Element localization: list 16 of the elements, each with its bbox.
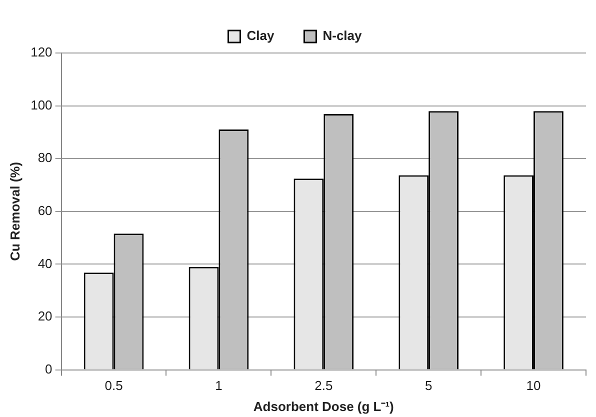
legend-label: N-clay <box>322 28 363 44</box>
y-axis-title: Cu Removal (%) <box>7 162 22 261</box>
y-tick-label: 0 <box>45 361 52 376</box>
y-tick-label: 80 <box>38 150 52 166</box>
x-tick-label: 2.5 <box>314 378 333 394</box>
y-tick-label: 20 <box>38 308 52 324</box>
y-tick-label: 60 <box>38 202 52 218</box>
y-tick-label: 100 <box>30 97 52 112</box>
x-axis-title: Adsorbent Dose (g L⁻¹) <box>253 398 394 414</box>
x-tick-label: 10 <box>526 378 541 394</box>
x-tick-label: 5 <box>424 378 432 394</box>
x-tick-label: 1 <box>215 378 222 394</box>
legend-label: Clay <box>246 28 275 44</box>
y-tick-label: 40 <box>38 256 52 271</box>
y-tick-label: 120 <box>30 44 52 60</box>
x-tick-label: 0.5 <box>104 378 123 394</box>
